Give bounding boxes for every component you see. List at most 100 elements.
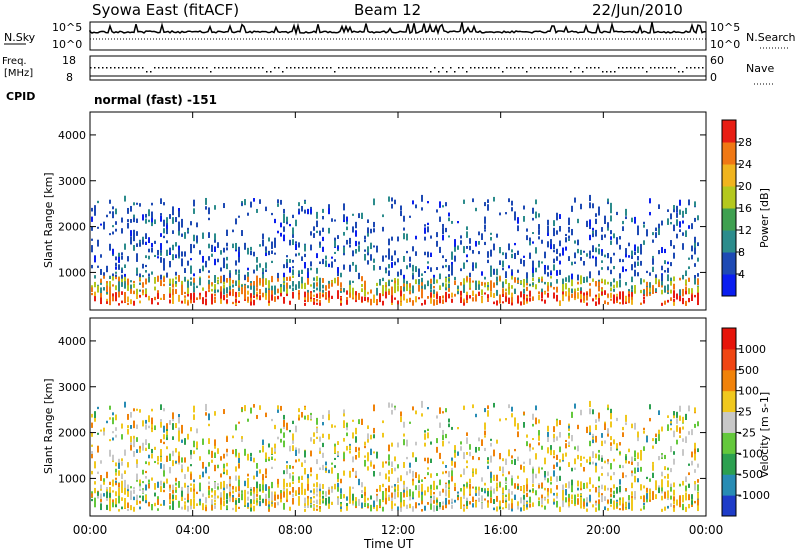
velocity-cell <box>403 461 405 468</box>
velocity-cell <box>94 481 96 485</box>
power-cell <box>304 282 306 290</box>
power-cell <box>169 252 171 255</box>
power-cell <box>400 290 402 297</box>
velocity-cell <box>328 433 330 440</box>
freq-point <box>646 71 648 73</box>
velocity-cell <box>196 503 198 507</box>
power-cell <box>616 211 618 216</box>
power-cell <box>424 270 426 274</box>
power-cell <box>319 292 321 299</box>
velocity-cell <box>676 411 678 418</box>
velocity-cell <box>574 446 576 450</box>
velocity-cell <box>118 458 120 465</box>
power-cell <box>688 257 690 260</box>
velocity-cell <box>526 441 528 447</box>
velocity-cell <box>241 436 243 442</box>
velocity-cell <box>352 493 354 501</box>
velocity-cell <box>229 483 231 487</box>
power-cell <box>487 255 489 258</box>
velocity-cell <box>559 446 561 453</box>
velocity-cell <box>181 464 183 469</box>
power-cell <box>469 245 471 251</box>
power-cell <box>262 268 264 273</box>
velocity-cell <box>394 491 396 499</box>
velocity-cell <box>454 449 456 454</box>
velocity-cell <box>514 458 516 463</box>
power-cell <box>145 289 147 297</box>
velocity-cell <box>610 504 612 507</box>
velocity-cell <box>532 468 534 474</box>
velocity-cell <box>583 466 585 472</box>
power-cell <box>469 272 471 278</box>
velocity-cell <box>121 506 123 510</box>
velocity-cell <box>136 437 138 442</box>
power-cell <box>679 229 681 232</box>
velocity-cell <box>241 490 243 493</box>
velocity-cell <box>415 485 417 491</box>
power-cell <box>325 255 327 260</box>
freq-point <box>250 67 252 69</box>
power-cell <box>397 278 399 286</box>
power-cell <box>412 264 414 272</box>
power-cell <box>586 220 588 228</box>
velocity-cell <box>499 500 501 507</box>
power-cell <box>496 302 498 306</box>
power-cell <box>604 217 606 225</box>
freq-point <box>462 67 464 69</box>
velocity-cell <box>367 466 369 471</box>
power-cell <box>484 229 486 232</box>
velocity-cell <box>286 482 288 487</box>
power-cell <box>427 280 429 287</box>
velocity-cell <box>466 482 468 487</box>
power-cell <box>373 221 375 228</box>
nsearch-tick-top: 10^5 <box>710 21 740 34</box>
power-cell <box>514 252 516 257</box>
power-cell <box>370 255 372 261</box>
velocity-cell <box>421 479 423 482</box>
power-cell <box>487 251 489 255</box>
velocity-cell <box>361 482 363 488</box>
power-cell <box>535 199 537 205</box>
power-cell <box>178 245 180 253</box>
colorbar-segment <box>722 164 736 187</box>
power-cell <box>496 289 498 296</box>
power-cell <box>646 229 648 237</box>
power-cell <box>394 285 396 293</box>
velocity-cell <box>613 490 615 495</box>
velocity-cell <box>187 466 189 472</box>
power-cell <box>298 202 300 207</box>
power-cell <box>670 240 672 247</box>
velocity-cell <box>589 477 591 485</box>
power-cell <box>340 272 342 278</box>
velocity-cell <box>673 506 675 512</box>
velocity-cell <box>112 490 114 493</box>
power-cell <box>637 231 639 236</box>
power-cell <box>694 201 696 207</box>
power-cell <box>649 198 651 204</box>
velocity-cell <box>514 483 516 489</box>
beam-label: Beam 12 <box>354 1 421 19</box>
velocity-cell <box>367 505 369 509</box>
power-cell <box>472 262 474 269</box>
freq-point <box>278 67 280 69</box>
velocity-cell <box>538 467 540 474</box>
power-cell <box>229 280 231 286</box>
velocity-cell <box>256 481 258 489</box>
colorbar-segment <box>722 348 736 371</box>
power-cell <box>169 287 171 294</box>
power-cell <box>478 280 480 288</box>
freq-point <box>274 67 276 69</box>
power-cell <box>331 295 333 299</box>
power-cell <box>511 249 513 253</box>
power-cell <box>541 288 543 295</box>
power-cell <box>484 202 486 207</box>
velocity-cell <box>136 424 138 429</box>
velocity-cell <box>406 504 408 509</box>
velocity-cell <box>181 490 183 498</box>
power-cell <box>271 260 273 264</box>
power-cell <box>487 204 489 211</box>
velocity-cell <box>226 499 228 504</box>
velocity-cell <box>271 503 273 507</box>
power-cell <box>613 266 615 270</box>
power-cell <box>412 246 414 252</box>
